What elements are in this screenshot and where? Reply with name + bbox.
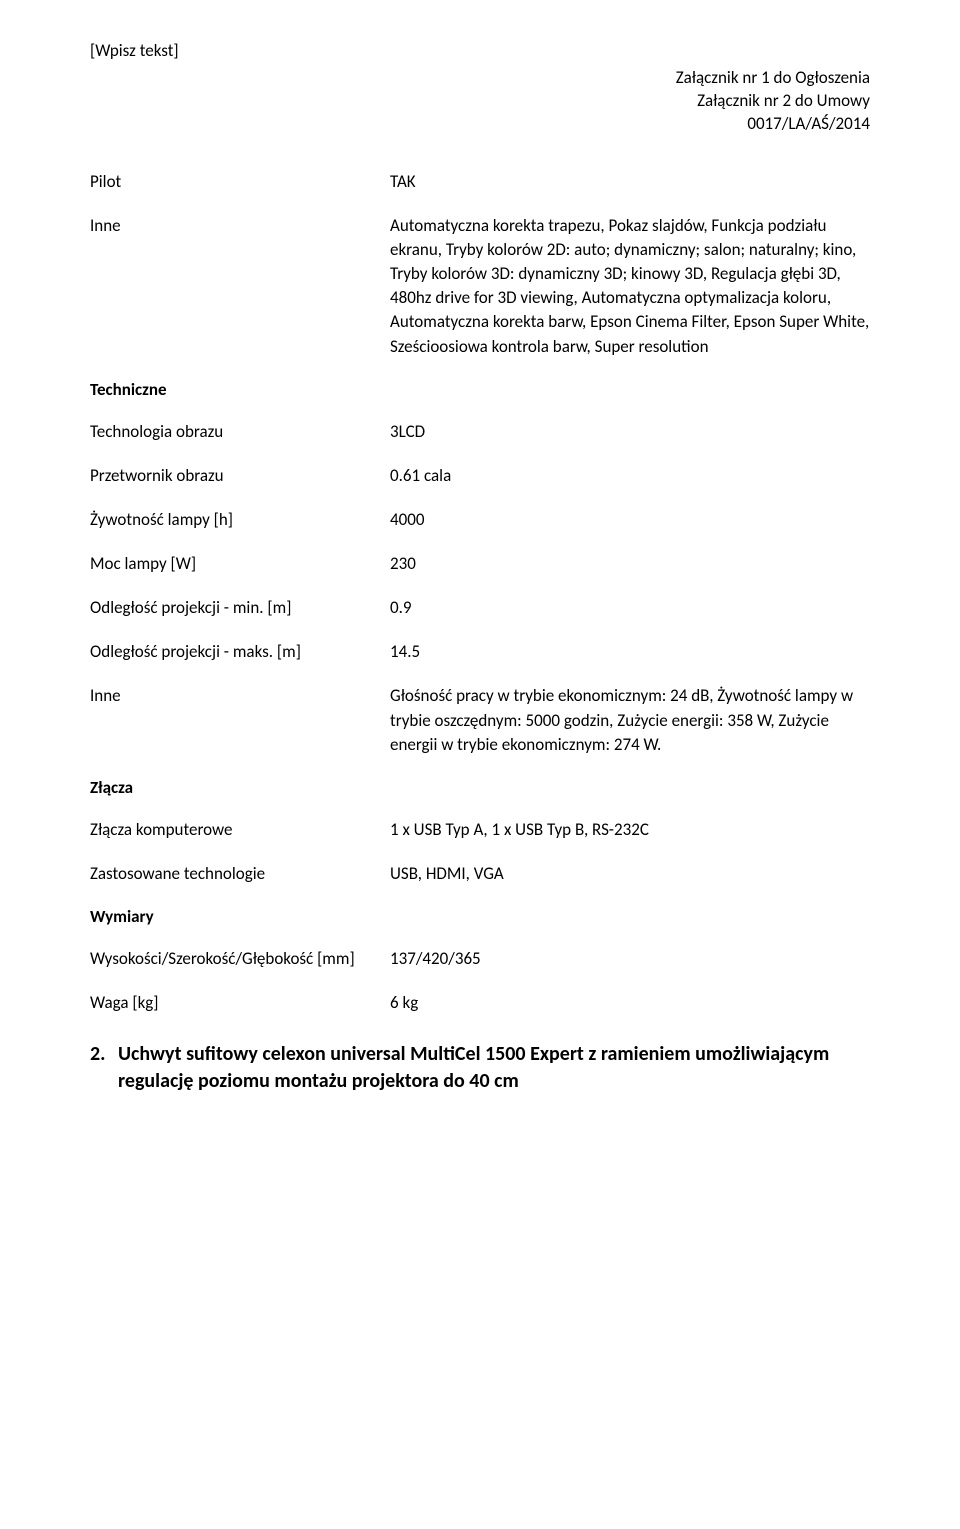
spec-label: Żywotność lampy [h] [90, 508, 390, 532]
section-techniczne: Techniczne [90, 379, 870, 400]
spec-value: 14.5 [390, 640, 870, 664]
header-note: [Wpisz tekst] [90, 40, 870, 61]
attachment-line-1: Załącznik nr 1 do Ogłoszenia [90, 67, 870, 90]
spec-row: Moc lampy [W] 230 [90, 552, 870, 576]
header-right: Załącznik nr 1 do Ogłoszenia Załącznik n… [90, 67, 870, 136]
page: [Wpisz tekst] Załącznik nr 1 do Ogłoszen… [0, 0, 960, 1155]
attachment-line-2: Załącznik nr 2 do Umowy [90, 90, 870, 113]
spec-value: 0.9 [390, 596, 870, 620]
spec-label: Odległość projekcji - maks. [m] [90, 640, 390, 664]
spec-label: Złącza komputerowe [90, 818, 390, 842]
spec-value: 230 [390, 552, 870, 576]
spec-row: Wysokości/Szerokość/Głębokość [mm] 137/4… [90, 947, 870, 971]
spec-label: Inne [90, 684, 390, 708]
spec-label: Waga [kg] [90, 991, 390, 1015]
spec-row: Pilot TAK [90, 170, 870, 194]
spec-row: Waga [kg] 6 kg [90, 991, 870, 1015]
spec-row: Odległość projekcji - maks. [m] 14.5 [90, 640, 870, 664]
spec-row: Żywotność lampy [h] 4000 [90, 508, 870, 532]
spec-value: TAK [390, 170, 870, 194]
spec-row: Inne Głośność pracy w trybie ekonomiczny… [90, 684, 870, 756]
spec-row: Odległość projekcji - min. [m] 0.9 [90, 596, 870, 620]
spec-value: 6 kg [390, 991, 870, 1015]
ordered-number: 2. [90, 1041, 118, 1095]
spec-value: 1 x USB Typ A, 1 x USB Typ B, RS-232C [390, 818, 870, 842]
spec-label: Pilot [90, 170, 390, 194]
spec-value: 137/420/365 [390, 947, 870, 971]
spec-value: Głośność pracy w trybie ekonomicznym: 24… [390, 684, 870, 756]
spec-value: 0.61 cala [390, 464, 870, 488]
reference-number: 0017/LA/AŚ/2014 [90, 113, 870, 136]
spec-row: Złącza komputerowe 1 x USB Typ A, 1 x US… [90, 818, 870, 842]
spec-row: Przetwornik obrazu 0.61 cala [90, 464, 870, 488]
ordered-text: Uchwyt sufitowy celexon universal MultiC… [118, 1041, 870, 1095]
ordered-item: 2. Uchwyt sufitowy celexon universal Mul… [90, 1041, 870, 1095]
spec-value: 4000 [390, 508, 870, 532]
spec-value: Automatyczna korekta trapezu, Pokaz slaj… [390, 214, 870, 359]
spec-label: Technologia obrazu [90, 420, 390, 444]
section-wymiary: Wymiary [90, 906, 870, 927]
spec-label: Moc lampy [W] [90, 552, 390, 576]
spec-row: Inne Automatyczna korekta trapezu, Pokaz… [90, 214, 870, 359]
spec-value: 3LCD [390, 420, 870, 444]
spec-label: Odległość projekcji - min. [m] [90, 596, 390, 620]
section-zlacza: Złącza [90, 777, 870, 798]
spec-label: Wysokości/Szerokość/Głębokość [mm] [90, 947, 390, 971]
spec-row: Zastosowane technologie USB, HDMI, VGA [90, 862, 870, 886]
spec-row: Technologia obrazu 3LCD [90, 420, 870, 444]
spec-value: USB, HDMI, VGA [390, 862, 870, 886]
spec-label: Przetwornik obrazu [90, 464, 390, 488]
spec-label: Zastosowane technologie [90, 862, 390, 886]
spec-label: Inne [90, 214, 390, 238]
